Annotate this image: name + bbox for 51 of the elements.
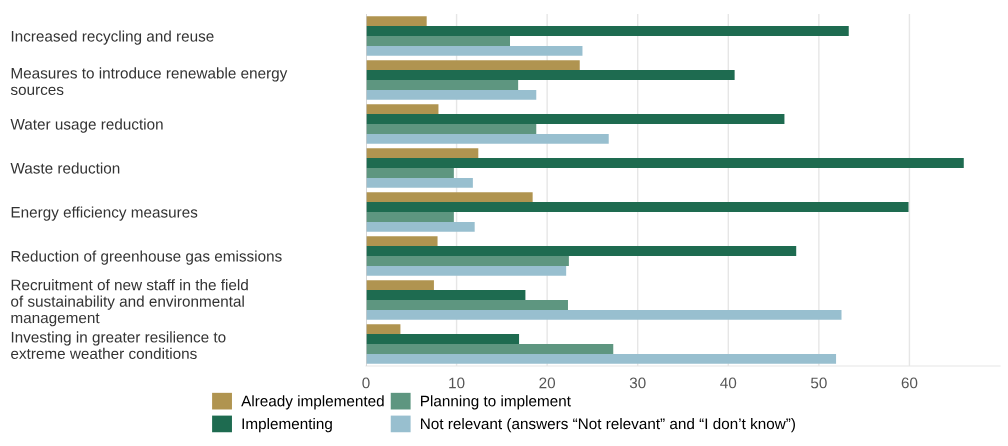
bar — [366, 334, 520, 344]
legend-label: Planning to implement — [421, 395, 571, 410]
x-tick-label: 30 — [629, 377, 646, 389]
bar — [366, 89, 537, 100]
bar — [366, 70, 735, 80]
bar — [366, 26, 849, 36]
bar — [366, 256, 569, 266]
y-tick-label: Increased recycling and reuse — [11, 30, 214, 45]
bar — [366, 202, 909, 212]
legend-label: Implementing — [242, 417, 332, 433]
bar — [366, 212, 454, 222]
y-tick-label: Reduction of greenhouse gas emissions — [11, 250, 282, 265]
bar — [366, 45, 583, 56]
bar — [366, 221, 475, 232]
y-tick-label: Investing in greater resilience to extreme weather conditions — [11, 331, 226, 360]
bar — [366, 290, 526, 300]
bar — [366, 16, 427, 27]
bar — [366, 192, 533, 203]
bar — [366, 265, 567, 276]
bar — [366, 80, 519, 90]
bar — [366, 344, 614, 354]
bar — [366, 324, 401, 335]
y-tick-label: Measures to introduce renewable energy sources — [10, 67, 288, 96]
y-tick-label: Waste reduction — [10, 162, 120, 174]
bar — [366, 148, 479, 159]
y-tick-label: Recruitment of new staff in the field of sustainability and environmental management — [11, 279, 248, 327]
legend-label: Already implemented — [241, 395, 384, 410]
bar — [366, 168, 454, 178]
bar — [366, 104, 439, 115]
bar — [366, 36, 511, 46]
bar — [366, 353, 837, 364]
bar — [366, 309, 842, 320]
bar — [366, 300, 568, 310]
bar — [366, 236, 438, 247]
bar — [366, 60, 580, 71]
x-tick-label: 60 — [901, 377, 918, 389]
bar — [366, 246, 797, 256]
bar — [366, 280, 434, 291]
y-tick-label: Water usage reduction — [10, 118, 163, 133]
x-tick-label: 0 — [362, 377, 370, 389]
bar — [366, 158, 964, 168]
x-tick-label: 40 — [720, 377, 737, 389]
x-tick-label: 20 — [539, 377, 556, 389]
x-tick-label: 50 — [810, 377, 827, 389]
x-tick-label: 10 — [449, 377, 465, 389]
bar — [366, 133, 609, 144]
bar — [366, 114, 785, 124]
y-tick-label: Energy efficiency measures — [11, 206, 198, 221]
bar — [366, 124, 537, 134]
bar — [366, 177, 473, 188]
legend-label: Not relevant (answers “Not relevant” and “I don’t know”) — [421, 417, 795, 433]
